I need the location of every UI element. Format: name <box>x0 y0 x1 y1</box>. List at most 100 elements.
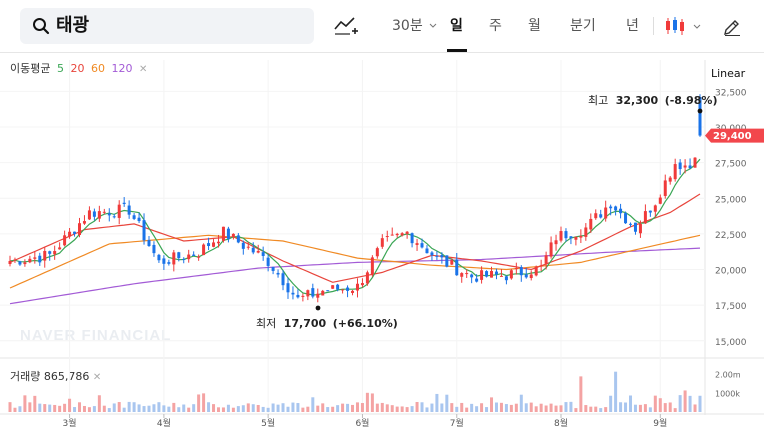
volume-bar <box>673 408 677 412</box>
chart-compare-icon[interactable] <box>333 15 359 37</box>
candle-body <box>43 250 47 261</box>
candle-body <box>137 217 141 222</box>
candle-body <box>519 267 523 276</box>
volume-bar <box>539 403 543 412</box>
candle-body <box>82 221 86 224</box>
volume-bar <box>231 407 235 412</box>
volume-bar <box>494 402 498 412</box>
volume-bar <box>167 406 171 412</box>
volume-bar <box>77 402 81 412</box>
candle-body <box>48 251 52 254</box>
volume-bar <box>499 402 503 412</box>
volume-bar <box>336 405 340 412</box>
volume-bar <box>355 402 359 412</box>
candle-body <box>494 271 498 275</box>
close-icon[interactable]: ✕ <box>92 372 102 383</box>
candle-body <box>584 227 588 237</box>
candle-body <box>360 283 364 286</box>
candle-body <box>107 213 111 216</box>
candle-body <box>658 197 662 204</box>
tab-week[interactable]: 주 <box>489 18 502 34</box>
volume-bar <box>97 395 101 412</box>
candle-body <box>430 252 434 256</box>
candle-body <box>261 252 265 256</box>
close-icon[interactable]: ✕ <box>138 64 148 75</box>
price-tick-label: 22,500 <box>715 231 747 241</box>
candle-body <box>33 257 37 259</box>
candle-body <box>73 231 77 234</box>
volume-bar <box>266 407 270 412</box>
pencil-icon[interactable] <box>722 17 742 37</box>
candle-body <box>63 235 67 246</box>
tab-quarter[interactable]: 분기 <box>570 18 596 34</box>
volume-bar <box>619 402 623 412</box>
chevron-down-icon <box>693 24 701 29</box>
candle-body <box>276 272 280 275</box>
volume-bar <box>678 395 682 412</box>
interval-30m-select[interactable]: 30분 <box>392 16 437 36</box>
volume-bar <box>241 405 245 412</box>
high-change: (-8.98%) <box>665 94 718 107</box>
candle-body <box>311 288 315 297</box>
candle-body <box>346 287 350 291</box>
candle-body <box>256 250 260 253</box>
tab-month[interactable]: 월 <box>528 18 541 34</box>
volume-bar <box>604 407 608 412</box>
candle-body <box>266 257 270 266</box>
volume-bar <box>440 403 444 412</box>
search-input[interactable]: 태광 <box>56 15 90 36</box>
ma-120-label[interactable]: 120 <box>111 62 133 75</box>
candle-body <box>460 273 464 277</box>
candle-body <box>604 207 608 219</box>
volume-bar <box>385 404 389 412</box>
ma-20-label[interactable]: 20 <box>70 62 85 75</box>
volume-bar <box>197 394 201 412</box>
candle-body <box>529 274 533 279</box>
time-tick-label: 5월 <box>261 417 275 429</box>
volume-bar <box>524 403 528 412</box>
volume-bar <box>226 404 230 412</box>
candle-body <box>693 157 697 168</box>
search-box[interactable]: 태광 <box>20 8 314 44</box>
volume-bar <box>638 404 642 412</box>
volume-bar <box>28 402 32 412</box>
candle-body <box>197 256 201 258</box>
candle-body <box>385 236 389 238</box>
volume-bar <box>475 406 479 412</box>
search-icon[interactable] <box>32 17 50 35</box>
low-label-text: 최저 <box>256 317 276 330</box>
volume-bar <box>48 404 52 412</box>
tab-day[interactable]: 일 <box>450 18 463 34</box>
volume-bar <box>519 394 523 412</box>
candle-body <box>202 244 206 256</box>
candle-body <box>594 213 598 219</box>
volume-bars <box>8 371 702 412</box>
volume-bar <box>455 406 459 412</box>
volume-bar <box>509 404 513 412</box>
volume-bar <box>400 406 404 412</box>
candle-body <box>157 254 161 261</box>
volume-bar <box>326 407 330 412</box>
volume-tick-label: 1000k <box>715 389 740 398</box>
volume-bar <box>504 404 508 412</box>
top-toolbar: 태광 30분 일 주 월 분기 년 <box>0 0 764 52</box>
candle-body <box>182 258 186 260</box>
ma-5-label[interactable]: 5 <box>56 62 64 75</box>
grid-lines <box>0 60 705 414</box>
scale-toggle[interactable]: Linear <box>711 67 746 80</box>
tab-year[interactable]: 년 <box>626 18 639 34</box>
time-tick-label: 4월 <box>157 417 171 429</box>
volume-bar <box>187 407 191 412</box>
volume-bar <box>648 407 652 412</box>
volume-bar <box>549 403 553 412</box>
volume-bar <box>390 405 394 412</box>
candle-body <box>192 254 196 256</box>
candle-type-select[interactable] <box>664 16 701 40</box>
current-price-text: 29,400 <box>713 131 752 142</box>
candle-body <box>683 165 687 168</box>
candle-body <box>435 255 439 257</box>
ma-60-label[interactable]: 60 <box>90 62 105 75</box>
volume-bar <box>683 390 687 412</box>
candle-body <box>574 236 578 240</box>
